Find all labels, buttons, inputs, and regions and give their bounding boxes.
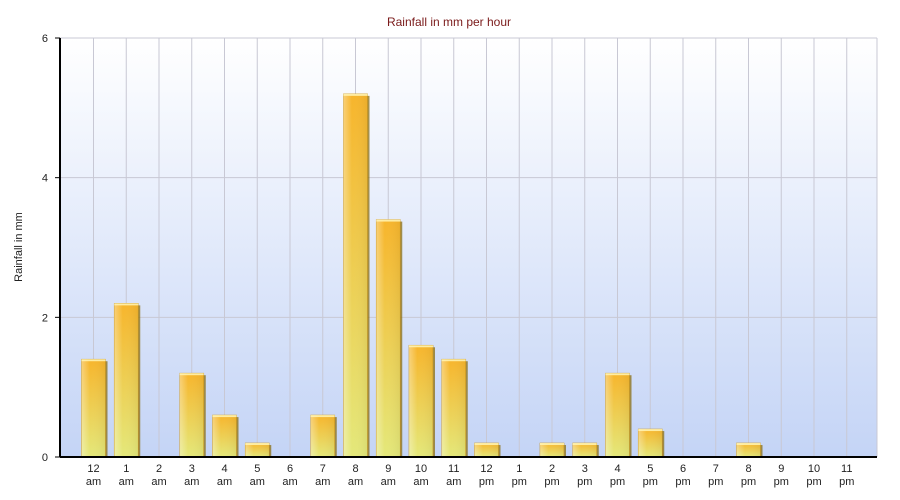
x-tick-label-period: pm	[610, 476, 625, 488]
x-tick-label-period: am	[86, 476, 101, 488]
x-tick-label-hour: 9	[385, 463, 391, 475]
y-axis-label: Rainfall in mm	[13, 212, 25, 282]
x-tick-label-period: pm	[741, 476, 756, 488]
bar-highlight	[605, 373, 630, 457]
bar-highlight	[572, 443, 597, 457]
x-tick-label-period: pm	[479, 476, 494, 488]
y-tick-label: 0	[42, 452, 48, 464]
bar-cap	[245, 443, 270, 446]
x-tick-label-hour: 1	[516, 463, 522, 475]
bars	[81, 93, 763, 458]
x-tick-label-period: am	[381, 476, 396, 488]
x-tick-label-period: pm	[643, 476, 658, 488]
x-tick-label-period: pm	[708, 476, 723, 488]
x-tick-label-hour: 5	[647, 463, 653, 475]
x-tick-label-hour: 6	[680, 463, 686, 475]
bar-highlight	[212, 415, 237, 457]
x-tick-label-hour: 10	[415, 463, 427, 475]
x-tick-label-period: am	[315, 476, 330, 488]
x-tick-label-period: am	[184, 476, 199, 488]
x-tick-label-period: am	[446, 476, 461, 488]
x-tick-label-hour: 10	[808, 463, 820, 475]
bar-cap	[736, 443, 761, 446]
x-tick-label-hour: 5	[254, 463, 260, 475]
x-tick-label-period: pm	[675, 476, 690, 488]
bar-highlight	[540, 443, 564, 457]
bar-highlight	[179, 373, 204, 457]
x-tick-label-hour: 3	[189, 463, 195, 475]
y-tick-label: 6	[42, 33, 48, 45]
bar-highlight	[736, 443, 761, 457]
x-tick-label-hour: 11	[841, 463, 852, 475]
bar-cap	[81, 359, 106, 362]
x-tick-label-hour: 7	[713, 463, 719, 475]
bar-highlight	[474, 443, 499, 457]
chart-title: Rainfall in mm per hour	[387, 15, 511, 29]
x-tick-labels: 12am1am2am3am4am5am6am7am8am9am10am11am1…	[86, 463, 855, 488]
bar-highlight	[310, 415, 335, 457]
x-tick-label-period: am	[217, 476, 232, 488]
bar-cap	[605, 373, 630, 376]
bar-cap	[114, 303, 139, 306]
x-tick-label-hour: 8	[352, 463, 358, 475]
bar-highlight	[114, 303, 139, 457]
y-tick-label: 2	[42, 312, 48, 324]
bar-cap	[441, 359, 466, 362]
bar-cap	[474, 443, 499, 446]
x-tick-label-hour: 2	[549, 463, 555, 475]
x-tick-label-hour: 9	[778, 463, 784, 475]
x-tick-label-period: am	[413, 476, 428, 488]
x-tick-label-hour: 12	[87, 463, 99, 475]
x-tick-label-period: pm	[806, 476, 821, 488]
bar-cap	[376, 219, 401, 222]
x-tick-label-period: am	[119, 476, 134, 488]
x-tick-label-hour: 7	[320, 463, 326, 475]
bar-cap	[310, 415, 335, 418]
x-tick-label-hour: 4	[221, 463, 227, 475]
x-tick-label-period: am	[348, 476, 363, 488]
bar-highlight	[376, 219, 401, 457]
x-tick-label-period: pm	[577, 476, 592, 488]
x-tick-label-hour: 3	[582, 463, 588, 475]
x-tick-label-hour: 12	[480, 463, 492, 475]
x-tick-label-hour: 6	[287, 463, 293, 475]
bar-cap	[343, 93, 368, 96]
x-tick-label-period: am	[282, 476, 297, 488]
x-tick-label-hour: 1	[123, 463, 129, 475]
x-tick-label-hour: 2	[156, 463, 162, 475]
x-tick-label-hour: 8	[745, 463, 751, 475]
x-tick-label-hour: 4	[614, 463, 620, 475]
bar-cap	[572, 443, 597, 446]
x-tick-label-hour: 11	[448, 463, 459, 475]
x-tick-label-period: pm	[774, 476, 789, 488]
x-tick-label-period: am	[151, 476, 166, 488]
bar-highlight	[343, 93, 368, 457]
x-tick-label-period: pm	[512, 476, 527, 488]
bar-highlight	[638, 429, 663, 457]
bar-highlight	[409, 345, 433, 457]
bar-highlight	[81, 359, 106, 457]
bar-highlight	[245, 443, 270, 457]
bar-cap	[212, 415, 237, 418]
y-tick-labels: 0 2 4 6	[42, 33, 60, 464]
x-tick-label-period: am	[250, 476, 265, 488]
bar-cap	[638, 429, 663, 432]
y-tick-label: 4	[42, 173, 48, 185]
bar-cap	[409, 345, 433, 348]
x-tick-label-period: pm	[544, 476, 559, 488]
x-tick-label-period: pm	[839, 476, 854, 488]
bar-cap	[179, 373, 204, 376]
bar-cap	[540, 443, 564, 446]
bar-highlight	[441, 359, 466, 457]
